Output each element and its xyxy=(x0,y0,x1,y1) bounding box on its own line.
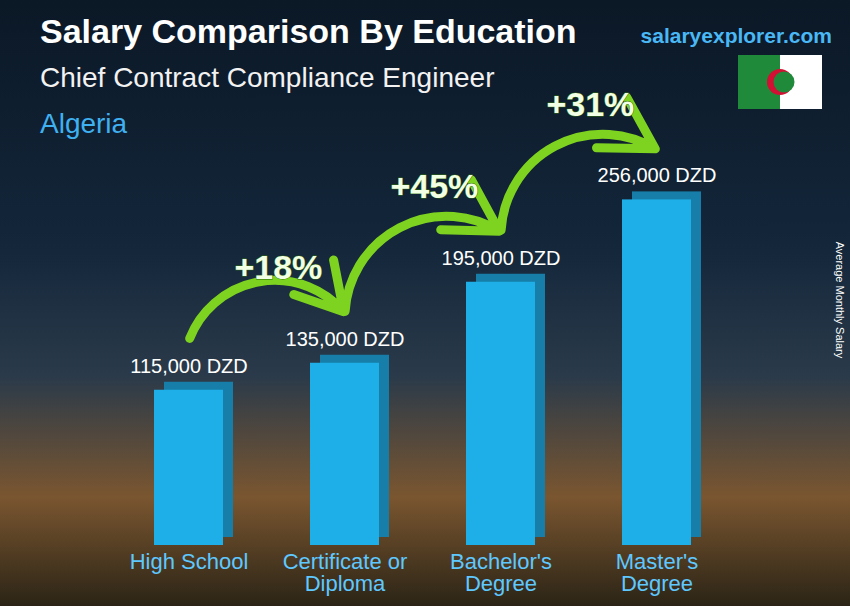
svg-text:High School: High School xyxy=(130,549,249,574)
html-text:Chief Contract Compliance Engi: Chief Contract Compliance Engineer xyxy=(40,62,495,93)
html-text:salaryexplorer.com: salaryexplorer.com xyxy=(640,24,832,47)
svg-text:Certificate orDiploma: Certificate orDiploma xyxy=(283,549,408,596)
svg-text:Bachelor'sDegree: Bachelor'sDegree xyxy=(450,549,552,596)
svg-text:+18%: +18% xyxy=(234,248,322,286)
svg-text:Master'sDegree: Master'sDegree xyxy=(616,549,698,596)
html-text:Average Monthly Salary: Average Monthly Salary xyxy=(834,241,846,359)
svg-text:115,000 DZD: 115,000 DZD xyxy=(130,355,247,377)
html-text:Salary Comparison By Education: Salary Comparison By Education xyxy=(40,12,577,50)
svg-text:+31%: +31% xyxy=(546,85,634,123)
html-text:Algeria: Algeria xyxy=(40,108,128,139)
svg-text:195,000 DZD: 195,000 DZD xyxy=(442,247,561,269)
svg-text:+45%: +45% xyxy=(390,167,478,205)
svg-text:135,000 DZD: 135,000 DZD xyxy=(286,328,405,350)
svg-text:256,000 DZD: 256,000 DZD xyxy=(598,164,717,186)
